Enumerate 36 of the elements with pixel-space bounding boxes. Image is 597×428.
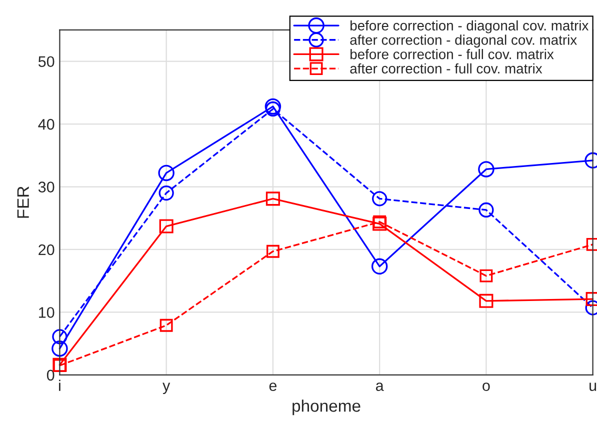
point — [478, 161, 494, 178]
y-tick-label: 0 — [46, 370, 54, 381]
point — [158, 164, 174, 182]
x-tick-label: i — [59, 380, 60, 391]
point — [372, 216, 387, 231]
point — [265, 101, 281, 117]
point — [160, 318, 173, 332]
y-tick-label: 20 — [38, 244, 54, 256]
point — [266, 244, 280, 258]
y-tick-label: 40 — [38, 118, 54, 130]
point — [264, 98, 282, 115]
x-tick-label: y — [162, 382, 170, 394]
point — [159, 219, 174, 234]
point — [52, 340, 68, 357]
x-tick-label: e — [269, 382, 277, 392]
point — [480, 269, 493, 282]
y-axis-title: FER — [17, 186, 29, 218]
y-tick-label: 10 — [39, 307, 54, 318]
legend-label: after correction - diagonal cov. matrix — [350, 34, 577, 48]
y-tick-label: 50 — [38, 56, 54, 68]
point — [52, 329, 68, 344]
x-tick-label: a — [376, 382, 384, 392]
y-tick-label: 30 — [38, 182, 54, 192]
point — [371, 258, 388, 275]
legend-label: after correction - full cov. matrix — [350, 63, 542, 74]
legend-label: before correction - diagonal cov. matrix — [350, 20, 589, 34]
point — [266, 192, 280, 206]
point — [158, 185, 174, 201]
legend-label: before correction - full cov. matrix — [350, 49, 554, 60]
point — [478, 202, 494, 218]
point — [373, 215, 386, 228]
x-axis-title: phoneme — [292, 400, 360, 416]
point — [372, 191, 388, 206]
point — [479, 294, 494, 308]
x-tick-label: o — [482, 382, 490, 392]
x-tick-label: u — [590, 382, 596, 392]
